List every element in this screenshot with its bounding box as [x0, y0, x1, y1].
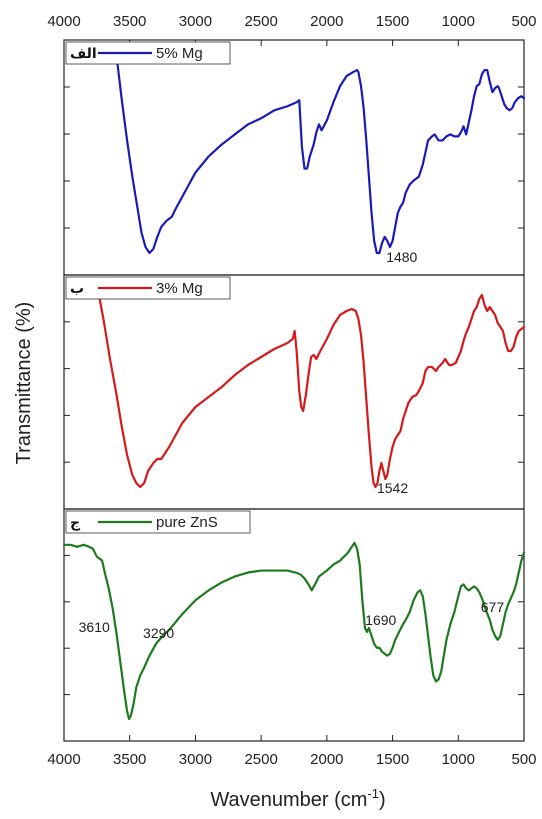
panel-tag: الف — [70, 46, 97, 62]
peak-label: 3610 — [79, 619, 110, 635]
peak-label: 1480 — [386, 249, 417, 265]
top-x-tick-label: 2500 — [244, 13, 277, 30]
peak-label: 3290 — [143, 625, 174, 641]
legend-pure-zns: ج pure ZnS — [65, 510, 251, 534]
peak-annotations: 1542 — [377, 480, 408, 496]
series-line-pure-zns — [62, 541, 526, 721]
top-x-tick-label: 1500 — [376, 13, 409, 30]
top-x-tick-label: 500 — [511, 13, 536, 30]
panel-frame — [63, 39, 525, 276]
top-x-tick-label: 3000 — [179, 13, 212, 30]
peak-label: 1542 — [377, 480, 408, 496]
peak-annotations: 3610 3290 1690 677 — [79, 599, 505, 641]
panel-y-ticks — [64, 554, 524, 696]
top-x-tick-label: 1000 — [442, 13, 475, 30]
panel-tag: ب — [70, 281, 84, 297]
panel-frame — [63, 508, 525, 742]
top-x-axis: 4000 3500 3000 2500 2000 1500 1000 500 — [47, 13, 537, 46]
bottom-x-tick-label: 2500 — [244, 751, 277, 768]
series-line-5pct-mg — [115, 54, 526, 255]
y-axis-label: Transmittance (%) — [13, 302, 35, 465]
peak-label: 1690 — [365, 612, 396, 628]
x-axis-label: Wavenumber (cm-1) — [210, 786, 385, 811]
legend-label: pure ZnS — [156, 514, 218, 531]
bottom-x-tick-label: 500 — [511, 751, 536, 768]
bottom-x-tick-label: 3500 — [113, 751, 146, 768]
x-axis-label-close: ) — [379, 789, 386, 811]
x-axis-label-superscript: -1 — [367, 786, 379, 801]
bottom-x-tick-label: 1500 — [376, 751, 409, 768]
bottom-x-tick-label: 4000 — [47, 751, 80, 768]
top-x-tick-label: 2000 — [310, 13, 343, 30]
peak-label: 677 — [481, 599, 505, 615]
legend-5pct-mg: الف 5% Mg — [65, 41, 231, 65]
top-x-tick-label: 3500 — [113, 13, 146, 30]
bottom-x-tick-label: 1000 — [442, 751, 475, 768]
legend-label: 5% Mg — [156, 45, 203, 62]
panel-pure-zns: ج pure ZnS 3610 3290 1690 677 — [62, 508, 526, 742]
panel-tag: ج — [70, 515, 81, 531]
panel-5pct-mg: الف 5% Mg 1480 — [63, 39, 526, 276]
x-axis-label-main: Wavenumber (cm — [210, 789, 367, 811]
panel-y-ticks — [64, 86, 524, 229]
series-line-3pct-mg — [97, 289, 526, 489]
panel-3pct-mg: ب 3% Mg 1542 — [63, 274, 526, 510]
bottom-x-tick-label: 3000 — [179, 751, 212, 768]
legend-box — [65, 510, 251, 534]
legend-label: 3% Mg — [156, 280, 203, 297]
bottom-x-tick-label: 2000 — [310, 751, 343, 768]
top-x-tick-label: 4000 — [47, 13, 80, 30]
bottom-x-axis: 4000 3500 3000 2500 2000 1500 1000 500 — [47, 735, 537, 768]
legend-3pct-mg: ب 3% Mg — [65, 276, 231, 300]
panel-y-ticks — [64, 321, 524, 463]
peak-annotations: 1480 — [386, 249, 417, 265]
